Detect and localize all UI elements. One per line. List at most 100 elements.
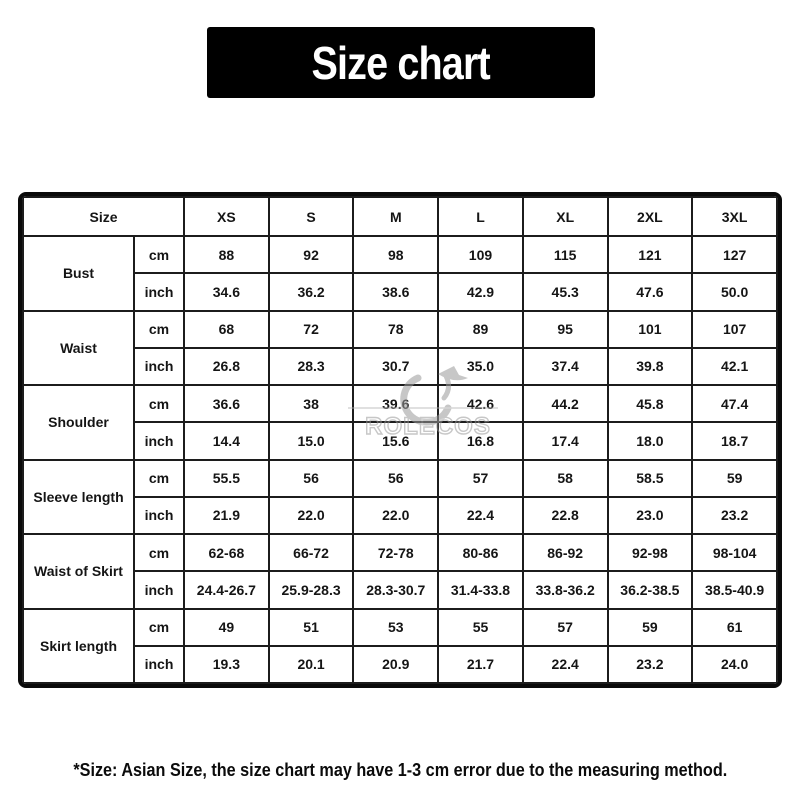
value-cell: 20.1 [267, 644, 355, 684]
value-cell: 14.4 [183, 421, 270, 461]
value-cell: 66-72 [267, 532, 355, 573]
value-cell: 23.2 [691, 495, 778, 536]
value-cell: 58 [521, 458, 609, 498]
table-header-row: Size XS S M L XL 2XL 3XL [22, 196, 778, 237]
value-cell: 115 [521, 234, 609, 275]
value-cell: 68 [183, 309, 270, 349]
value-cell: 28.3-30.7 [352, 570, 440, 610]
value-cell: 16.8 [437, 421, 524, 461]
value-cell: 88 [183, 234, 270, 275]
unit-cell: cm [132, 607, 186, 647]
table-row: inch 24.4-26.7 25.9-28.3 28.3-30.7 31.4-… [23, 570, 778, 610]
value-cell: 86-92 [521, 532, 609, 573]
row-label-bust: Bust [22, 235, 135, 312]
value-cell: 25.9-28.3 [267, 570, 355, 610]
column-header-m: M [352, 196, 440, 237]
unit-cell: inch [132, 346, 186, 387]
table-row: inch 26.8 28.3 30.7 35.0 37.4 39.8 42.1 [23, 346, 778, 387]
value-cell: 47.4 [691, 383, 778, 424]
value-cell: 95 [521, 309, 609, 349]
unit-cell: cm [132, 309, 186, 349]
unit-cell: inch [132, 421, 186, 461]
value-cell: 55.5 [183, 458, 270, 498]
row-label-shoulder: Shoulder [22, 384, 135, 461]
table-row: inch 19.3 20.1 20.9 21.7 22.4 23.2 24.0 [23, 644, 778, 684]
value-cell: 59 [691, 458, 778, 498]
table-row: Waist of Skirt cm 62-68 66-72 72-78 80-8… [22, 532, 778, 610]
column-header-s: S [267, 196, 355, 237]
value-cell: 109 [437, 234, 524, 275]
column-header-l: L [437, 196, 524, 237]
value-cell: 38.5-40.9 [691, 570, 778, 610]
value-cell: 22.0 [352, 495, 440, 536]
unit-cell: inch [132, 272, 186, 312]
row-label-skirt-length: Skirt length [22, 607, 135, 684]
value-cell: 36.2 [267, 272, 355, 312]
value-cell: 47.6 [606, 272, 694, 312]
value-cell: 24.4-26.7 [183, 570, 270, 610]
value-cell: 101 [606, 309, 694, 349]
value-cell: 53 [352, 607, 440, 647]
unit-cell: inch [132, 570, 186, 610]
value-cell: 44.2 [521, 383, 609, 424]
value-cell: 38 [267, 383, 355, 424]
value-cell: 62-68 [183, 532, 270, 573]
value-cell: 36.2-38.5 [606, 570, 694, 610]
footnote: *Size: Asian Size, the size chart may ha… [0, 760, 800, 781]
value-cell: 31.4-33.8 [437, 570, 524, 610]
table-row: Shoulder cm 36.6 38 39.6 42.6 44.2 45.8 … [22, 383, 778, 461]
value-cell: 98 [352, 234, 440, 275]
value-cell: 127 [691, 234, 778, 275]
value-cell: 19.3 [183, 644, 270, 684]
value-cell: 24.0 [691, 644, 778, 684]
value-cell: 56 [352, 458, 440, 498]
value-cell: 30.7 [352, 346, 440, 387]
unit-cell: cm [132, 458, 186, 498]
value-cell: 39.6 [352, 383, 440, 424]
table-row: Sleeve length cm 55.5 56 56 57 58 58.5 5… [22, 458, 778, 535]
title-banner: Size chart [207, 27, 595, 98]
value-cell: 51 [267, 607, 355, 647]
value-cell: 57 [437, 458, 524, 498]
value-cell: 42.1 [691, 346, 778, 387]
value-cell: 58.5 [606, 458, 694, 498]
unit-cell: inch [132, 495, 186, 536]
table-row: Bust cm 88 92 98 109 115 121 127 [22, 234, 778, 312]
value-cell: 34.6 [183, 272, 270, 312]
value-cell: 20.9 [352, 644, 440, 684]
value-cell: 89 [437, 309, 524, 349]
value-cell: 21.7 [437, 644, 524, 684]
row-label-sleeve-length: Sleeve length [22, 458, 135, 535]
table-row: Skirt length cm 49 51 53 55 57 59 61 [22, 607, 778, 684]
value-cell: 21.9 [183, 495, 270, 536]
value-cell: 37.4 [521, 346, 609, 387]
table-row: Waist cm 68 72 78 89 95 101 107 [22, 309, 778, 386]
unit-cell: cm [132, 234, 186, 275]
column-header-2xl: 2XL [606, 196, 694, 237]
table-row: inch 34.6 36.2 38.6 42.9 45.3 47.6 50.0 [23, 272, 778, 312]
table-row: inch 14.4 15.0 15.6 16.8 17.4 18.0 18.7 [23, 421, 778, 461]
column-header-xs: XS [183, 196, 270, 237]
value-cell: 17.4 [521, 421, 609, 461]
value-cell: 107 [691, 309, 778, 349]
value-cell: 80-86 [437, 532, 524, 573]
row-label-waist-of-skirt: Waist of Skirt [22, 533, 135, 610]
value-cell: 26.8 [183, 346, 270, 387]
row-label-waist: Waist [22, 309, 135, 386]
value-cell: 23.2 [606, 644, 694, 684]
value-cell: 33.8-36.2 [521, 570, 609, 610]
value-cell: 22.8 [521, 495, 609, 536]
value-cell: 57 [521, 607, 609, 647]
value-cell: 49 [183, 607, 270, 647]
value-cell: 28.3 [267, 346, 355, 387]
unit-cell: cm [132, 532, 186, 573]
column-header-xl: XL [521, 196, 609, 237]
value-cell: 121 [606, 234, 694, 275]
value-cell: 59 [606, 607, 694, 647]
size-chart-table: Size XS S M L XL 2XL 3XL Bust cm 88 92 9… [22, 196, 778, 684]
value-cell: 98-104 [691, 532, 778, 573]
value-cell: 50.0 [691, 272, 778, 312]
value-cell: 35.0 [437, 346, 524, 387]
value-cell: 36.6 [183, 383, 270, 424]
value-cell: 18.7 [691, 421, 778, 461]
